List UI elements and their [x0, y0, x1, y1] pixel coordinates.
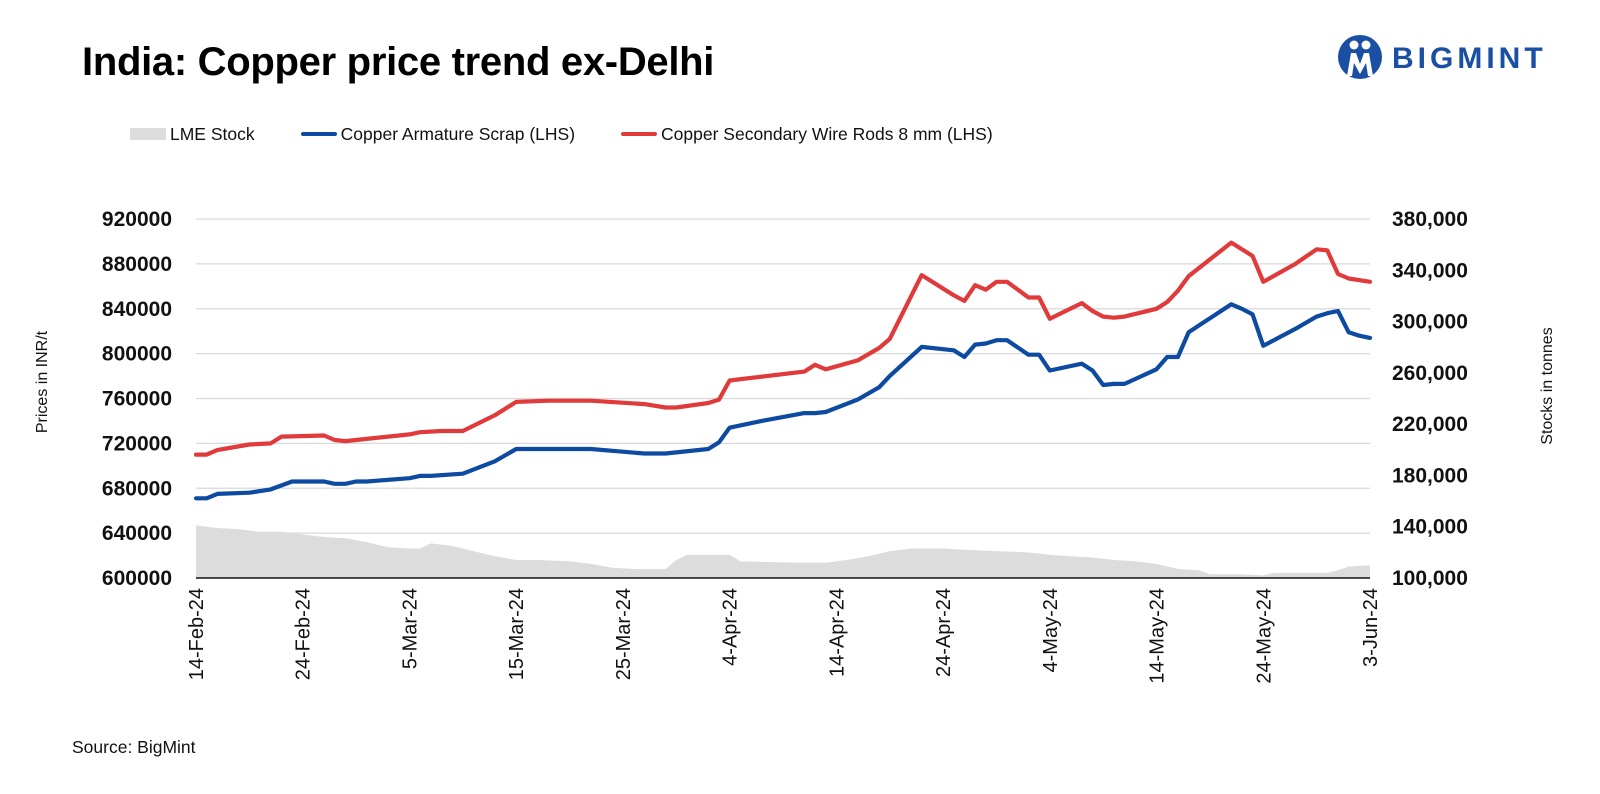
legend-item-wire-rods: Copper Secondary Wire Rods 8 mm (LHS) [621, 124, 993, 145]
page-title: India: Copper price trend ex-Delhi [82, 40, 715, 84]
chart-legend: LME Stock Copper Armature Scrap (LHS) Co… [130, 122, 1039, 146]
y-right-tick-label: 340,000 [1392, 259, 1468, 282]
x-tick-label: 5-Mar-24 [400, 588, 422, 669]
bigmint-logo-icon [1338, 35, 1382, 79]
y-left-tick-label: 880000 [102, 253, 172, 276]
bigmint-logo-text: BIGMINT [1392, 42, 1547, 75]
x-tick-label: 3-Jun-24 [1360, 588, 1382, 667]
y-left-axis-title: Prices in INR/t [34, 330, 51, 433]
legend-label-lme-stock: LME Stock [170, 123, 255, 144]
source-note: Source: BigMint [72, 737, 196, 757]
x-tick-label: 4-May-24 [1040, 588, 1062, 672]
y-left-tick-label: 640000 [102, 522, 172, 545]
legend-item-armature-scrap: Copper Armature Scrap (LHS) [300, 123, 576, 145]
y-right-tick-label: 180,000 [1392, 464, 1468, 487]
bigmint-logo: BIGMINT [1338, 35, 1547, 79]
y-left-tick-label: 840000 [102, 298, 172, 321]
y-left-tick-label: 720000 [102, 432, 172, 455]
y-left-tick-label: 920000 [102, 208, 172, 231]
y-right-axis-title: Stocks in tonnes [1539, 327, 1556, 444]
legend-item-lme-stock: LME Stock [130, 124, 255, 145]
y-left-tick-label: 760000 [102, 388, 172, 411]
legend-swatch-lme-stock [130, 128, 166, 140]
series-area-lme-stock [196, 525, 1370, 578]
series-line-wire-rods [193, 240, 1373, 457]
y-right-tick-label: 300,000 [1392, 311, 1468, 334]
x-tick-label: 14-Apr-24 [826, 588, 848, 677]
y-left-tick-label: 680000 [102, 477, 172, 500]
y-left-tick-label: 800000 [102, 343, 172, 366]
y-left-tick-label: 600000 [102, 567, 172, 590]
x-tick-label: 14-May-24 [1147, 588, 1169, 684]
legend-label-wire-rods: Copper Secondary Wire Rods 8 mm (LHS) [661, 123, 993, 144]
y-right-tick-label: 220,000 [1392, 413, 1468, 436]
x-tick-label: 25-Mar-24 [613, 588, 635, 680]
legend-swatch-armature-scrap [300, 132, 337, 136]
x-tick-label: 15-Mar-24 [506, 588, 528, 680]
y-right-tick-label: 140,000 [1392, 516, 1468, 539]
y-right-tick-label: 100,000 [1392, 567, 1468, 590]
y-right-tick-label: 260,000 [1392, 362, 1468, 385]
x-tick-label: 4-Apr-24 [720, 588, 742, 666]
x-tick-label: 14-Feb-24 [186, 588, 208, 680]
x-tick-label: 24-May-24 [1253, 588, 1275, 684]
x-tick-label: 24-Feb-24 [293, 588, 315, 680]
y-right-tick-label: 380,000 [1392, 208, 1468, 231]
legend-swatch-wire-rods [621, 132, 658, 136]
legend-label-armature-scrap: Copper Armature Scrap (LHS) [340, 123, 576, 144]
x-tick-label: 24-Apr-24 [933, 588, 955, 677]
series-line-armature-scrap [193, 302, 1373, 501]
